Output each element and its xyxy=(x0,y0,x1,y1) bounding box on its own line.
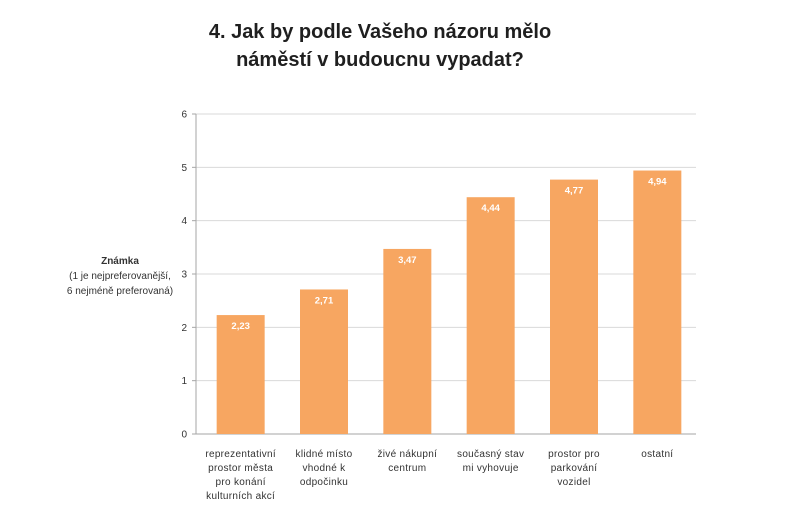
bar-value-label: 3,47 xyxy=(398,255,417,266)
chart-title-line-2: náměstí v budoucnu vypadat? xyxy=(236,49,524,71)
x-tick-label-line: vhodné k xyxy=(302,463,346,474)
bar-value-label: 2,71 xyxy=(315,295,334,306)
y-tick-label: 4 xyxy=(181,216,187,227)
bar xyxy=(300,289,348,434)
y-tick-label: 1 xyxy=(181,376,187,387)
bar xyxy=(633,170,682,435)
bar xyxy=(216,315,265,434)
x-tick-label: prostor pro parkování vozidel xyxy=(531,448,617,490)
chart-title-line-1: 4. Jak by podle Vašeho názoru mělo xyxy=(208,21,552,43)
bar-value-label: 4,77 xyxy=(565,186,584,197)
x-tick-label-line: současný stav xyxy=(457,449,525,460)
x-tick-label-line: kulturních akcí xyxy=(206,491,276,502)
x-tick-label-line: parkování xyxy=(550,463,598,474)
x-tick-label-line: centrum xyxy=(388,463,427,474)
y-tick-label: 6 xyxy=(181,110,187,121)
x-tick-label: současný stav mi vyhovuje xyxy=(448,448,534,476)
x-tick-label-line: klidné místo xyxy=(295,449,353,460)
y-tick-label: 0 xyxy=(181,430,187,441)
x-tick-label: ostatní xyxy=(614,448,700,462)
bar xyxy=(466,197,515,434)
y-tick-label: 5 xyxy=(181,163,187,174)
y-axis-label-note-1: (1 je nejpreferovanější, xyxy=(69,271,171,282)
chart-title: 4. Jak by podle Vašeho názoru mělo náměs… xyxy=(180,18,580,74)
x-tick-label-line: prostor města xyxy=(208,463,274,474)
y-axis-label-note-2: 6 nejméně preferovaná) xyxy=(66,286,174,297)
x-tick-label-line: ostatní xyxy=(641,449,674,460)
bar-value-label: 2,23 xyxy=(231,321,250,332)
y-axis-label: Známka (1 je nejpreferovanější, 6 nejmén… xyxy=(40,254,200,299)
bar-value-label: 4,44 xyxy=(481,203,500,214)
y-tick-label: 3 xyxy=(181,270,187,281)
x-tick-label-line: odpočinku xyxy=(299,477,349,488)
x-tick-label: živé nákupní centrum xyxy=(364,448,450,476)
x-tick-label-line: živé nákupní xyxy=(377,449,438,460)
y-axis-label-main: Známka xyxy=(101,256,139,267)
x-tick-label-line: reprezentativní xyxy=(205,449,276,460)
y-tick-label: 2 xyxy=(181,323,187,334)
bar xyxy=(383,248,432,434)
x-tick-label: klidné místo vhodné k odpočinku xyxy=(281,448,367,490)
x-tick-label-line: prostor pro xyxy=(548,449,600,460)
x-tick-label-line: mi vyhovuje xyxy=(462,463,519,474)
x-tick-label-line: vozidel xyxy=(557,477,591,488)
x-tick-label-line: pro konání xyxy=(215,477,266,488)
x-tick-label: reprezentativní prostor města pro konání ku… xyxy=(198,448,284,504)
bar-value-label: 4,94 xyxy=(648,177,667,188)
bar xyxy=(550,179,598,434)
